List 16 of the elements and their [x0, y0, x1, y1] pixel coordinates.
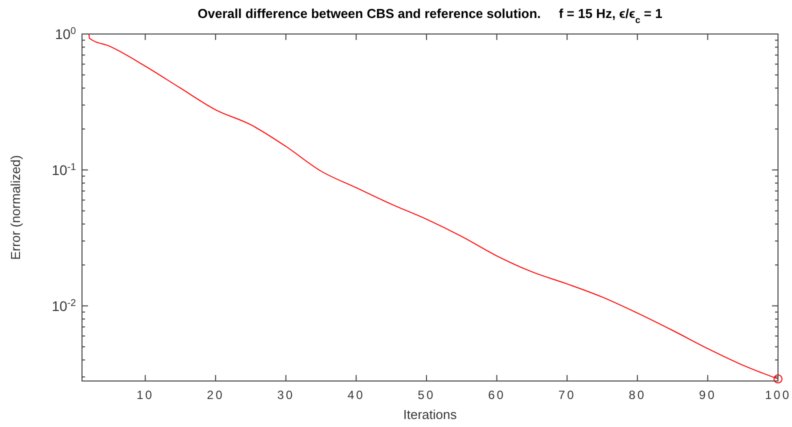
x-tick-label: 10: [136, 388, 154, 402]
x-tick-label: 40: [348, 388, 365, 402]
x-tick-label: 20: [206, 388, 224, 402]
x-tick-label: 80: [628, 388, 646, 402]
y-axis-title: Error (normalized): [8, 155, 23, 260]
x-tick-label: 60: [488, 388, 506, 402]
x-tick-label: 90: [699, 388, 716, 402]
x-tick-label: 70: [558, 388, 576, 402]
y-tick-label: 10$^{-1}$: [52, 161, 76, 178]
chart-title: Overall difference between CBS and reference solution. f = 15 Hz, ϵ/ϵ$_{c}$ = 1: [198, 6, 662, 25]
x-tick-label: 50: [418, 388, 436, 402]
x-tick-label: 100: [764, 388, 792, 402]
x-tick-label: 30: [277, 388, 295, 402]
y-tick-label: 10$^{0}$: [54, 26, 77, 42]
x-axis-title: Iterations: [403, 407, 458, 422]
y-tick-label: 10$^{-2}$: [52, 297, 76, 314]
